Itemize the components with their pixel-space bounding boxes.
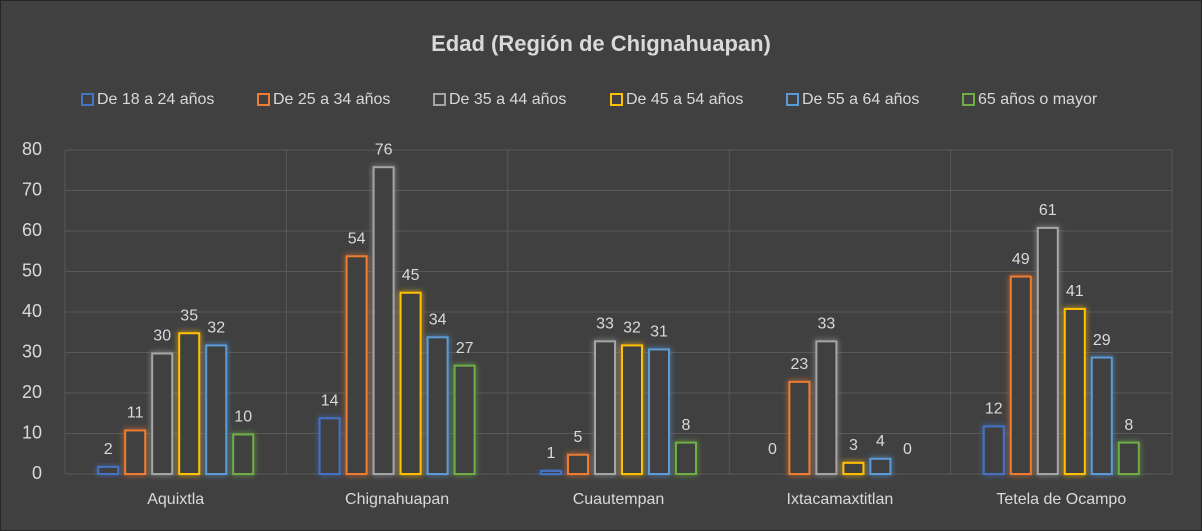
data-label: 76 [375, 141, 393, 158]
bar [232, 433, 255, 475]
data-label: 8 [1124, 417, 1133, 434]
legend-swatch [433, 93, 446, 106]
data-label: 29 [1093, 332, 1111, 349]
bar [815, 340, 838, 475]
data-label: 12 [985, 401, 1003, 418]
bar [1009, 275, 1032, 475]
bar [399, 291, 422, 475]
data-label: 54 [348, 231, 366, 248]
data-label: 34 [429, 312, 447, 329]
data-label: 5 [574, 429, 583, 446]
legend-swatch [786, 93, 799, 106]
y-tick-label: 80 [22, 139, 42, 159]
data-label: 1 [547, 445, 556, 462]
y-tick-label: 60 [22, 220, 42, 240]
legend-swatch [610, 93, 623, 106]
y-tick-label: 0 [32, 463, 42, 483]
data-label: 45 [402, 267, 420, 284]
bar [675, 441, 697, 476]
x-tick-label: Tetela de Ocampo [996, 491, 1126, 508]
y-tick-label: 50 [22, 260, 42, 280]
data-label: 32 [207, 320, 225, 337]
bar [1090, 356, 1113, 475]
legend-label: De 18 a 24 años [97, 91, 214, 108]
bar [453, 364, 476, 475]
data-label: 33 [818, 316, 836, 333]
data-label: 33 [596, 316, 614, 333]
data-label: 23 [791, 356, 809, 373]
bar [1063, 307, 1086, 476]
data-label: 35 [180, 307, 198, 324]
data-label: 11 [127, 405, 144, 422]
data-label: 8 [682, 417, 691, 434]
y-tick-label: 10 [22, 422, 42, 442]
bar [178, 332, 201, 475]
legend-swatch [81, 93, 94, 106]
legend-swatch [257, 93, 270, 106]
x-tick-label: Cuautempan [573, 491, 665, 508]
data-label: 0 [768, 441, 777, 458]
y-tick-label: 20 [22, 382, 42, 402]
legend-swatch [962, 93, 975, 106]
data-label: 49 [1012, 251, 1030, 268]
bar [372, 166, 395, 475]
bar [869, 457, 892, 475]
bar [567, 453, 589, 475]
legend-label: De 55 a 64 años [802, 91, 919, 108]
data-label: 30 [153, 328, 171, 345]
chart-title: Edad (Región de Chignahuapan) [431, 31, 771, 56]
bar [842, 461, 865, 476]
legend-label: 65 años o mayor [978, 91, 1098, 108]
bar [345, 255, 368, 475]
bar [151, 352, 174, 475]
data-label: 10 [234, 409, 252, 426]
y-tick-label: 70 [22, 179, 42, 199]
data-label: 0 [903, 441, 912, 458]
data-label: 2 [104, 441, 113, 458]
bar [1117, 441, 1140, 476]
bar [97, 465, 120, 475]
x-tick-label: Aquixtla [147, 491, 204, 508]
bar [426, 336, 449, 475]
legend-label: De 45 a 54 años [626, 91, 743, 108]
bar [1036, 226, 1059, 475]
bar [205, 344, 228, 475]
legend-label: De 25 a 34 años [273, 91, 390, 108]
data-label: 27 [456, 340, 474, 357]
bar [648, 348, 670, 476]
legend-label: De 35 a 44 años [449, 91, 566, 108]
data-label: 31 [650, 324, 668, 341]
x-tick-label: Ixtacamaxtitlan [787, 491, 894, 508]
bar [540, 469, 562, 476]
y-tick-label: 30 [22, 341, 42, 361]
data-label: 3 [849, 437, 858, 454]
data-label: 32 [623, 320, 641, 337]
bar [594, 340, 616, 475]
bar [124, 429, 147, 476]
y-tick-label: 40 [22, 301, 42, 321]
bar [788, 380, 811, 476]
data-label: 41 [1066, 283, 1084, 300]
data-label: 14 [321, 393, 339, 410]
data-label: 61 [1039, 202, 1057, 219]
bar [318, 417, 341, 475]
bar [621, 344, 643, 475]
data-label: 4 [876, 433, 885, 450]
bar [982, 425, 1005, 475]
x-tick-label: Chignahuapan [345, 491, 449, 508]
